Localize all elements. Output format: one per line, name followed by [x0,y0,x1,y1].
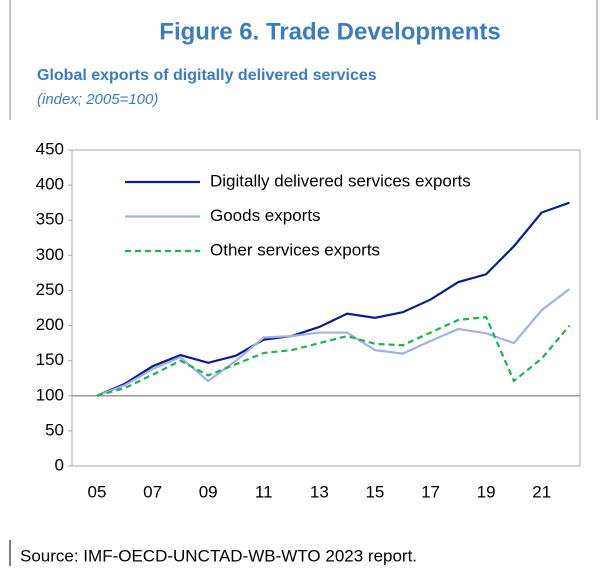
legend-label: Goods exports [210,206,321,225]
chart-subtitle: Global exports of digitally delivered se… [37,67,377,84]
x-tick-label: 15 [365,482,384,501]
y-tick-label: 300 [36,245,64,264]
x-tick-label: 21 [532,482,551,501]
series-line [96,288,571,397]
legend-label: Other services exports [210,240,380,259]
y-tick-label: 350 [36,210,64,229]
x-tick-label: 19 [477,482,496,501]
x-tick-label: 17 [421,482,440,501]
x-tick-label: 07 [143,482,162,501]
unit-note: (index; 2005=100) [37,91,158,108]
y-tick-label: 0 [55,455,64,474]
source-note: Source: IMF-OECD-UNCTAD-WB-WTO 2023 repo… [20,546,417,565]
chart-title: Figure 6. Trade Developments [159,18,500,45]
series-line [96,201,570,397]
x-tick-label: 05 [88,482,107,501]
plot-frame [71,149,581,467]
x-tick-label: 11 [255,482,273,501]
y-tick-label: 450 [36,139,64,158]
x-tick-label: 13 [310,482,329,501]
y-tick-label: 100 [36,385,64,404]
y-tick-label: 250 [36,280,64,299]
y-tick-label: 400 [36,175,64,194]
y-tick-label: 50 [45,420,64,439]
legend-label: Digitally delivered services exports [210,171,471,190]
series-line [96,315,571,397]
y-tick-label: 200 [36,315,64,334]
y-tick-label: 150 [36,350,64,369]
x-tick-label: 09 [199,482,218,501]
